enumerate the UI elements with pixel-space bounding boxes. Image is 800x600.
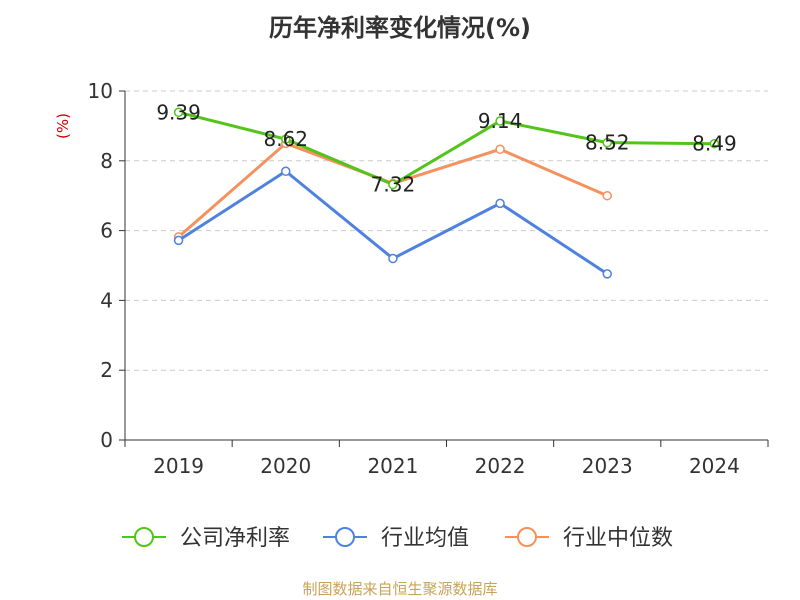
x-tick-label: 2021: [367, 454, 418, 478]
x-tick-label: 2019: [153, 454, 204, 478]
data-label: 8.49: [692, 132, 737, 156]
x-tick-label: 2023: [582, 454, 633, 478]
data-point: [495, 144, 505, 155]
data-label: 7.32: [371, 173, 416, 197]
x-tick-label: 2020: [260, 454, 311, 478]
chart-title: 历年净利率变化情况(%): [269, 14, 531, 42]
data-label: 9.39: [156, 100, 201, 124]
y-axis-label: (%): [54, 113, 72, 139]
legend-label: 行业中位数: [563, 526, 673, 551]
y-tick-label: 2: [100, 358, 113, 382]
data-point: [602, 137, 612, 148]
data-point: [709, 138, 720, 149]
data-source-note: 制图数据来自恒生聚源数据库: [302, 580, 498, 598]
data-label: 9.14: [478, 109, 523, 133]
data-point: [495, 116, 505, 126]
legend-marker: [134, 527, 154, 547]
legend-label: 行业均值: [381, 526, 469, 551]
data-point: [281, 166, 291, 177]
data-label: 8.62: [263, 127, 308, 151]
data-point: [602, 190, 612, 201]
data-point: [388, 179, 398, 190]
data-point: [602, 269, 612, 279]
data-point: [173, 107, 184, 118]
y-tick-label: 6: [100, 219, 113, 243]
series-line: [178, 110, 715, 187]
y-tick-label: 10: [88, 79, 113, 103]
data-point: [281, 134, 291, 144]
x-tick-label: 2022: [475, 454, 526, 478]
y-tick-label: 0: [100, 428, 113, 452]
data-point: [388, 253, 398, 264]
legend-label: 公司净利率: [180, 526, 290, 551]
legend-marker: [517, 527, 537, 547]
data-point: [173, 235, 184, 246]
data-label: 8.52: [585, 131, 630, 155]
y-tick-label: 4: [100, 288, 113, 312]
x-tick-label: 2024: [689, 454, 740, 478]
data-point: [495, 198, 505, 209]
y-tick-label: 8: [100, 149, 113, 173]
legend-marker: [335, 527, 355, 547]
